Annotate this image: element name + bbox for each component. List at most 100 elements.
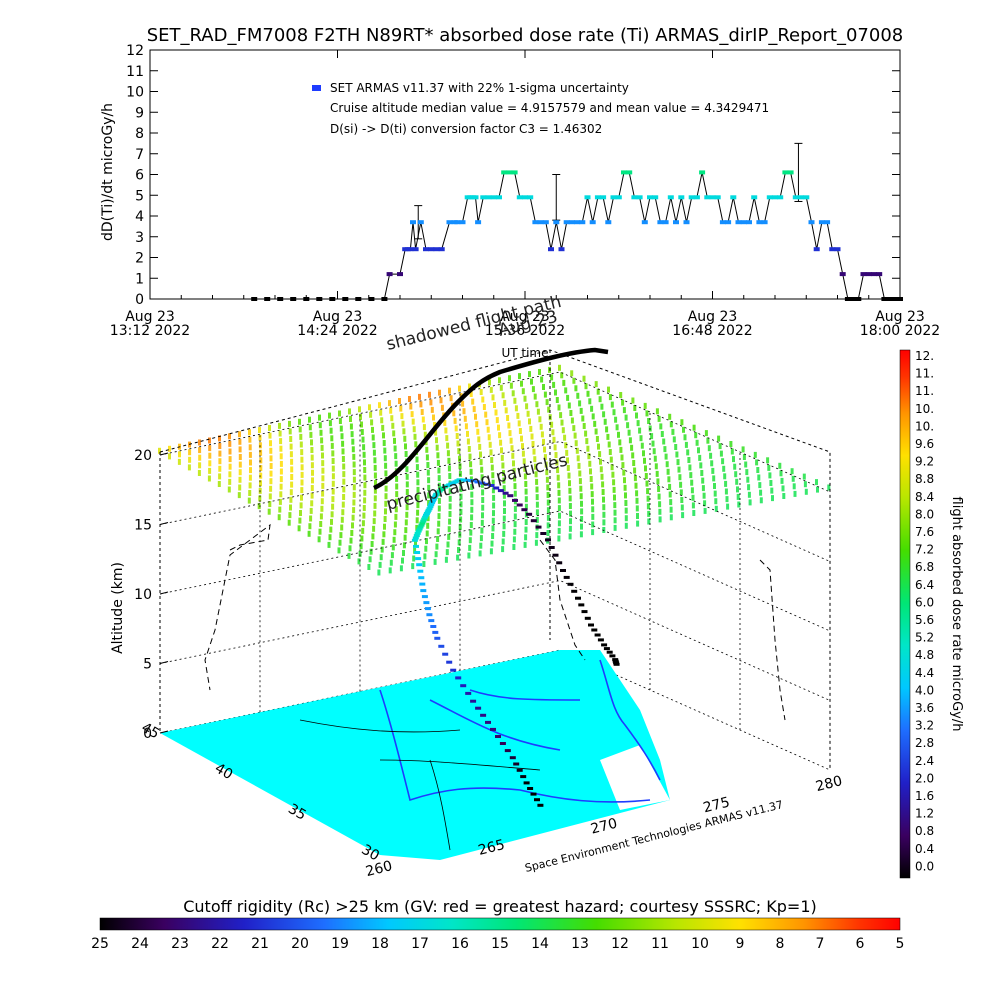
particle-mark bbox=[409, 403, 413, 410]
particle-mark bbox=[719, 450, 723, 457]
particle-mark bbox=[348, 408, 351, 415]
particle-mark bbox=[574, 440, 578, 447]
particle-mark bbox=[337, 547, 341, 554]
rigidity-colorbar-tick: 14 bbox=[531, 936, 549, 952]
particle-mark bbox=[249, 459, 252, 466]
flight-track-point bbox=[535, 525, 542, 529]
particle-mark bbox=[310, 439, 313, 446]
particle-mark bbox=[408, 396, 411, 402]
particle-mark bbox=[513, 528, 517, 535]
particle-mark bbox=[403, 534, 407, 541]
flight-track bbox=[411, 478, 620, 807]
particle-mark bbox=[491, 394, 495, 401]
flight-track-point bbox=[429, 501, 436, 505]
particle-mark bbox=[470, 484, 474, 490]
particle-mark bbox=[352, 499, 356, 506]
particle-mark bbox=[480, 519, 484, 526]
particle-mark bbox=[627, 429, 631, 436]
particle-mark bbox=[456, 554, 460, 561]
particle-mark bbox=[419, 401, 423, 408]
flight-track-point bbox=[516, 768, 523, 772]
particle-mark bbox=[300, 464, 304, 471]
particle-mark bbox=[405, 466, 409, 473]
particle-mark bbox=[432, 414, 435, 421]
particle-mark bbox=[598, 396, 602, 403]
dose-colorbar-tick: 6.4 bbox=[915, 578, 934, 592]
particle-mark bbox=[502, 485, 506, 492]
data-point bbox=[683, 220, 690, 225]
dose-colorbar-tick: 7.6 bbox=[915, 525, 934, 539]
particle-mark bbox=[248, 444, 252, 451]
particle-mark bbox=[340, 516, 344, 523]
annotation-precipitating-particles: precipitating particles bbox=[384, 450, 569, 514]
particle-mark bbox=[338, 410, 341, 417]
particle-mark bbox=[321, 452, 324, 459]
particle-mark bbox=[259, 472, 263, 479]
particle-mark bbox=[416, 502, 420, 509]
particle-mark bbox=[545, 476, 549, 483]
particle-mark bbox=[652, 448, 656, 455]
flight-track-point bbox=[563, 575, 570, 579]
particle-mark bbox=[288, 428, 292, 435]
particle-mark bbox=[521, 388, 525, 395]
particle-mark bbox=[633, 405, 637, 411]
particle-mark bbox=[278, 422, 281, 429]
particle-mark bbox=[459, 508, 463, 515]
particle-mark bbox=[624, 500, 628, 506]
particle-mark bbox=[425, 538, 428, 545]
particle-mark bbox=[669, 514, 673, 521]
particle-mark bbox=[690, 487, 694, 494]
shadowed-flight-path bbox=[373, 347, 609, 491]
particle-mark bbox=[457, 547, 460, 553]
particle-mark bbox=[259, 449, 263, 456]
data-point bbox=[251, 297, 258, 301]
flight-track-point bbox=[419, 521, 426, 525]
particle-mark bbox=[404, 519, 408, 526]
particle-mark bbox=[567, 402, 571, 409]
particle-mark bbox=[533, 456, 537, 463]
particle-mark bbox=[613, 509, 617, 516]
particle-mark bbox=[658, 516, 662, 523]
rigidity-colorbar-bar bbox=[99, 917, 901, 931]
flight-track-point bbox=[420, 519, 427, 523]
particle-mark bbox=[680, 497, 684, 503]
particle-mark bbox=[459, 493, 463, 500]
altitude-tick-label: 5 bbox=[143, 657, 152, 673]
data-point bbox=[568, 220, 575, 225]
dose-colorbar-tick: 8.8 bbox=[915, 472, 934, 486]
particle-mark bbox=[383, 516, 387, 522]
data-point bbox=[610, 195, 617, 200]
flight-track-point bbox=[591, 628, 598, 632]
data-point bbox=[423, 247, 429, 252]
particle-mark bbox=[672, 436, 676, 443]
particle-mark bbox=[582, 423, 586, 429]
particle-mark bbox=[404, 443, 407, 450]
particle-mark bbox=[543, 446, 546, 453]
particle-mark bbox=[248, 436, 252, 443]
particle-mark bbox=[458, 455, 461, 462]
particle-mark bbox=[544, 461, 548, 468]
particle-mark bbox=[692, 510, 696, 516]
particle-mark bbox=[425, 454, 429, 461]
particle-mark bbox=[445, 435, 449, 442]
data-point bbox=[277, 297, 284, 301]
particle-mark bbox=[593, 420, 597, 427]
flight-track-point bbox=[495, 735, 501, 738]
particle-mark bbox=[589, 476, 593, 482]
particle-mark bbox=[373, 502, 377, 509]
particle-mark bbox=[489, 449, 493, 456]
particle-mark bbox=[556, 467, 560, 474]
particle-mark bbox=[484, 411, 488, 418]
particle-mark bbox=[530, 378, 533, 385]
flight-track-point bbox=[575, 596, 581, 600]
particle-mark bbox=[477, 436, 481, 443]
particle-mark bbox=[208, 460, 212, 467]
particle-mark bbox=[520, 435, 523, 442]
series-points bbox=[251, 170, 903, 301]
particle-mark bbox=[448, 511, 452, 517]
dose-colorbar-tick: 0.8 bbox=[915, 824, 934, 838]
data-point bbox=[490, 195, 497, 200]
particle-mark bbox=[608, 449, 612, 455]
particle-mark bbox=[607, 386, 610, 393]
particle-mark bbox=[512, 536, 516, 543]
